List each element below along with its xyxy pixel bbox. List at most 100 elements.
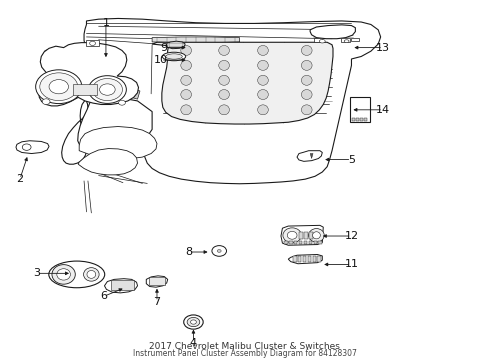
Ellipse shape [36, 70, 81, 104]
Bar [303, 232, 307, 239]
Ellipse shape [100, 84, 115, 95]
Text: Instrument Panel Cluster Assembly Diagram for 84128307: Instrument Panel Cluster Assembly Diagra… [132, 349, 356, 358]
Polygon shape [146, 276, 167, 287]
Ellipse shape [89, 41, 95, 45]
Ellipse shape [319, 40, 325, 43]
Bar [111, 280, 134, 290]
Bar [288, 240, 292, 244]
Text: 10: 10 [154, 55, 167, 65]
Bar [297, 256, 301, 262]
Polygon shape [287, 255, 322, 264]
Ellipse shape [40, 73, 78, 100]
Bar [307, 256, 310, 262]
Bar [284, 240, 287, 244]
Ellipse shape [183, 315, 203, 329]
Text: 7: 7 [153, 297, 160, 307]
Bar [318, 240, 321, 244]
Ellipse shape [301, 60, 311, 70]
Text: 9: 9 [161, 42, 167, 53]
Text: 5: 5 [347, 154, 354, 165]
Bar [360, 118, 363, 121]
Ellipse shape [87, 270, 96, 278]
Ellipse shape [257, 45, 268, 55]
Text: 4: 4 [189, 338, 197, 348]
Ellipse shape [301, 75, 311, 85]
Text: 14: 14 [375, 105, 389, 115]
Bar [352, 118, 355, 121]
Text: 6: 6 [100, 292, 107, 301]
Bar [292, 256, 296, 262]
Polygon shape [350, 97, 369, 122]
Bar [86, 40, 99, 46]
Polygon shape [152, 37, 239, 42]
Polygon shape [78, 94, 152, 154]
Bar [312, 256, 315, 262]
Bar [313, 38, 322, 42]
Ellipse shape [181, 60, 191, 70]
Ellipse shape [57, 269, 70, 280]
Bar [340, 38, 349, 42]
Bar [351, 38, 358, 41]
Text: 13: 13 [375, 42, 389, 53]
Ellipse shape [49, 261, 104, 288]
Bar [308, 240, 311, 244]
Bar [298, 232, 302, 239]
Bar [317, 256, 320, 262]
Ellipse shape [165, 54, 182, 59]
Polygon shape [309, 25, 355, 39]
Bar [356, 118, 359, 121]
Ellipse shape [218, 90, 229, 99]
Text: 2: 2 [16, 174, 23, 184]
Ellipse shape [217, 249, 221, 252]
Polygon shape [79, 126, 157, 158]
Ellipse shape [218, 60, 229, 70]
Ellipse shape [301, 90, 311, 99]
Ellipse shape [49, 80, 68, 94]
Ellipse shape [118, 100, 125, 105]
Ellipse shape [218, 75, 229, 85]
Ellipse shape [88, 76, 126, 103]
Polygon shape [39, 42, 138, 106]
Ellipse shape [301, 45, 311, 55]
Text: 8: 8 [184, 247, 192, 257]
Polygon shape [122, 86, 140, 99]
Ellipse shape [257, 90, 268, 99]
Ellipse shape [308, 229, 324, 242]
Polygon shape [166, 41, 185, 49]
Bar [308, 232, 312, 239]
Bar [303, 240, 306, 244]
Text: 12: 12 [344, 231, 358, 241]
Text: 3: 3 [33, 268, 40, 278]
Bar [168, 43, 183, 47]
Ellipse shape [181, 75, 191, 85]
Text: 11: 11 [344, 260, 358, 269]
Polygon shape [78, 149, 137, 175]
Bar [149, 277, 164, 285]
Polygon shape [309, 154, 312, 158]
Ellipse shape [187, 318, 200, 327]
Ellipse shape [218, 45, 229, 55]
Polygon shape [61, 18, 380, 184]
Ellipse shape [257, 105, 268, 115]
Ellipse shape [52, 265, 75, 284]
Ellipse shape [218, 105, 229, 115]
Ellipse shape [344, 40, 348, 42]
Polygon shape [281, 225, 323, 245]
Ellipse shape [181, 90, 191, 99]
Ellipse shape [83, 267, 99, 281]
Ellipse shape [257, 60, 268, 70]
Ellipse shape [312, 232, 320, 239]
Polygon shape [152, 42, 332, 124]
Polygon shape [16, 141, 49, 154]
Bar [298, 240, 302, 244]
Polygon shape [296, 151, 322, 161]
Bar [313, 240, 316, 244]
Ellipse shape [301, 105, 311, 115]
Ellipse shape [190, 320, 196, 324]
Bar [364, 118, 366, 121]
Ellipse shape [181, 45, 191, 55]
Text: 1: 1 [102, 18, 109, 28]
Text: 2017 Chevrolet Malibu Cluster & Switches: 2017 Chevrolet Malibu Cluster & Switches [149, 342, 339, 351]
Ellipse shape [42, 99, 50, 104]
Ellipse shape [162, 52, 185, 61]
